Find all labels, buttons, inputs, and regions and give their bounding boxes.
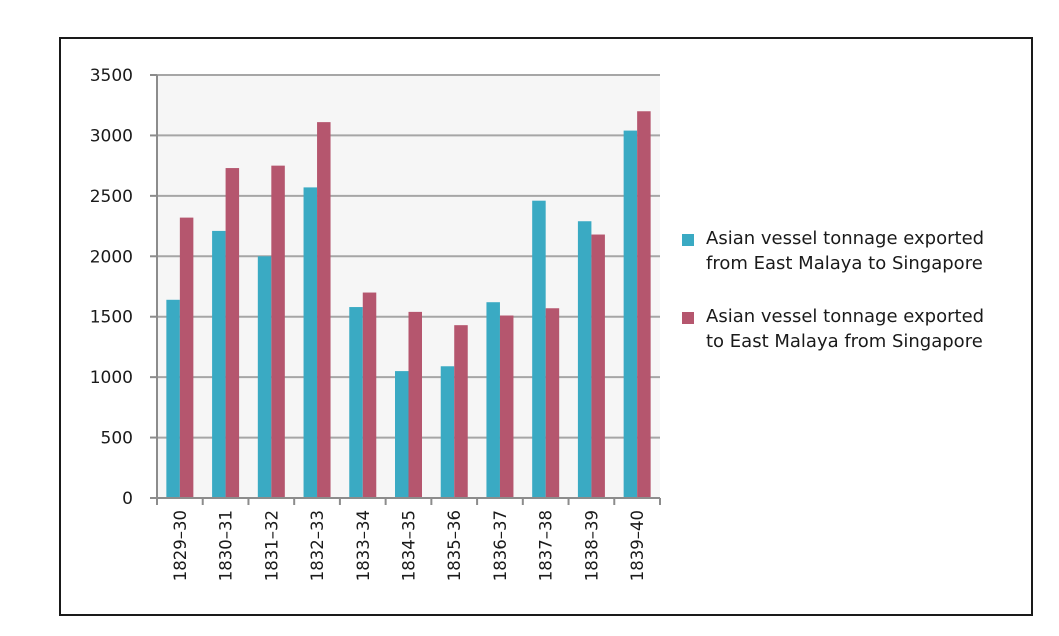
x-tick-labels: 1829–30 1830–31 1831–32 1832–33 1833–34 1834–…	[171, 510, 647, 581]
legend-label-series-1-line-1: Asian vessel tonnage exported	[706, 228, 985, 249]
y-tick-label: 500	[101, 429, 133, 449]
y-tick-label: 1500	[90, 308, 133, 328]
bar-series-2-1837–38	[545, 308, 560, 498]
legend-label-series-2-line-2: to East Malaya from Singapore	[706, 331, 983, 352]
bar-series-2-1834–35	[408, 311, 422, 498]
bar-series-1-1834–35	[395, 371, 409, 498]
bar-series-2-1832–33	[317, 122, 331, 498]
x-tick-label: 1832–33	[308, 510, 327, 581]
x-tick-label: 1833–34	[354, 510, 373, 581]
legend-swatch-series-1	[682, 234, 694, 246]
bar-series-1-1838–39	[577, 221, 592, 499]
x-tick-label: 1835–36	[445, 510, 464, 581]
bar-series-1-1837–38	[532, 200, 546, 498]
x-tick-label: 1838–39	[582, 510, 601, 581]
bar-series-2-1831–32	[271, 165, 285, 498]
legend: Asian vessel tonnage exported from East …	[680, 226, 1040, 382]
x-tick-label: 1836–37	[491, 510, 510, 581]
y-tick-labels: 0 500 1000 1500 2000 2500 3000 3500	[90, 66, 133, 509]
legend-label-series-2-line-1: Asian vessel tonnage exported	[706, 306, 985, 327]
x-tick-label: 1829–30	[171, 510, 190, 581]
y-tick-label: 0	[122, 489, 133, 509]
axes	[150, 74, 661, 505]
legend-label-series-1-line-2: from East Malaya to Singapore	[706, 253, 983, 274]
x-tick-label: 1839–40	[628, 510, 647, 581]
x-tick-label: 1830–31	[217, 510, 236, 581]
bar-series-1-1836–37	[486, 302, 500, 498]
y-tick-label: 3500	[90, 66, 133, 86]
bar-series-1-1830–31	[212, 230, 226, 498]
bar-series-2-1829–30	[179, 217, 194, 499]
y-tick-label: 2500	[90, 187, 133, 207]
y-tick-label: 3000	[90, 126, 133, 146]
y-tick-label: 1000	[90, 368, 133, 388]
bar-series-2-1830–31	[225, 168, 240, 498]
bar-series-1-1832–33	[303, 187, 318, 498]
legend-item-series-1: Asian vessel tonnage exported from East …	[680, 226, 1040, 276]
bar-series-1-1829–30	[166, 299, 180, 498]
bars	[166, 111, 651, 499]
bar-series-1-1833–34	[349, 307, 363, 498]
x-tick-label: 1831–32	[262, 510, 281, 581]
bar-series-2-1836–37	[499, 315, 514, 498]
bar-series-1-1831–32	[257, 256, 272, 498]
x-tick-label: 1834–35	[400, 510, 419, 581]
legend-swatch-series-2	[682, 312, 694, 324]
bar-series-2-1839–40	[637, 111, 651, 498]
bar-series-2-1835–36	[454, 325, 468, 498]
bar-series-1-1835–36	[440, 366, 455, 498]
x-tick-label: 1837–38	[537, 510, 556, 581]
y-tick-label: 2000	[90, 247, 133, 267]
bar-series-2-1838–39	[591, 234, 605, 498]
bar-series-2-1833–34	[362, 292, 377, 498]
bar-series-1-1839–40	[623, 130, 638, 498]
legend-item-series-2: Asian vessel tonnage exported to East Ma…	[680, 304, 1040, 354]
